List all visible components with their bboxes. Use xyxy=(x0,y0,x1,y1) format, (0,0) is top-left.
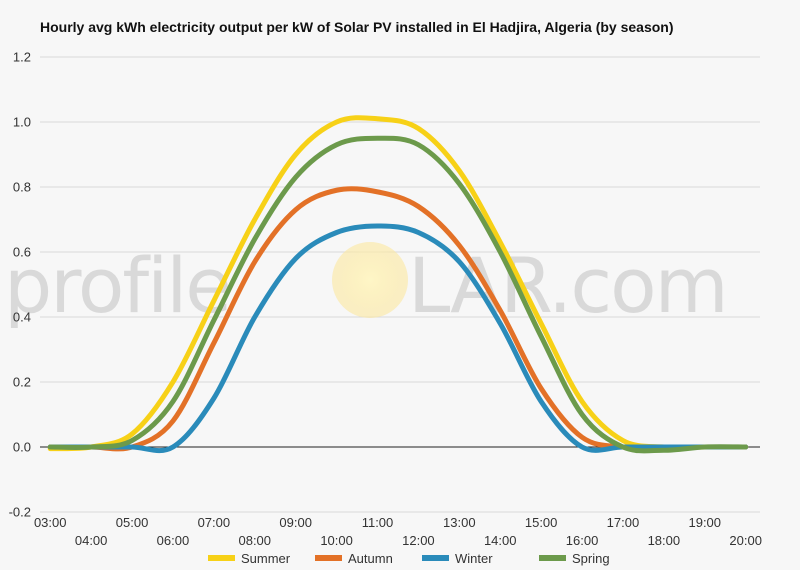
y-tick-label: 0.2 xyxy=(13,375,31,390)
x-tick-label: 11:00 xyxy=(362,515,394,530)
watermark-text-right: LAR.com xyxy=(408,241,727,330)
legend-swatch-summer xyxy=(208,555,235,561)
x-tick-label: 06:00 xyxy=(157,533,190,548)
series-lines xyxy=(47,115,749,454)
y-tick-label: 1.2 xyxy=(13,50,31,65)
legend-label-spring: Spring xyxy=(572,551,610,566)
watermark: profile LAR.com xyxy=(4,241,729,330)
x-tick-label: 17:00 xyxy=(607,515,640,530)
x-tick-label: 19:00 xyxy=(688,515,721,530)
legend-swatch-autumn xyxy=(315,555,342,561)
y-tick-label: 0.0 xyxy=(13,440,31,455)
y-tick-label: -0.2 xyxy=(9,505,31,520)
x-tick-label: 04:00 xyxy=(75,533,108,548)
x-tick-label: 13:00 xyxy=(443,515,476,530)
x-tick-label: 08:00 xyxy=(238,533,271,548)
x-tick-label: 10:00 xyxy=(320,533,353,548)
y-tick-label: 0.4 xyxy=(13,310,31,325)
watermark-text-left: profile xyxy=(4,241,230,330)
x-tick-label: 18:00 xyxy=(648,533,681,548)
legend-label-winter: Winter xyxy=(455,551,493,566)
y-tick-label: 1.0 xyxy=(13,115,31,130)
series-line-summer xyxy=(47,115,749,452)
legend-label-summer: Summer xyxy=(241,551,291,566)
x-tick-label: 12:00 xyxy=(402,533,435,548)
x-tick-label: 15:00 xyxy=(525,515,558,530)
x-tick-label: 16:00 xyxy=(566,533,599,548)
x-tick-label: 07:00 xyxy=(198,515,231,530)
x-tick-label: 03:00 xyxy=(34,515,67,530)
x-tick-label: 09:00 xyxy=(279,515,312,530)
x-axis-ticks: 03:00 04:00 05:00 06:00 07:00 08:00 09:00 10:00… xyxy=(34,515,762,548)
legend-swatch-winter xyxy=(422,555,449,561)
watermark-sun-icon xyxy=(332,242,408,318)
y-tick-label: 0.8 xyxy=(13,180,31,195)
legend-label-autumn: Autumn xyxy=(348,551,393,566)
legend-swatch-spring xyxy=(539,555,566,561)
x-tick-label: 20:00 xyxy=(729,533,762,548)
x-tick-label: 14:00 xyxy=(484,533,517,548)
chart-title: Hourly avg kWh electricity output per kW… xyxy=(40,19,674,35)
y-axis-ticks: 1.2 1.0 0.8 0.6 0.4 0.2 0.0 -0.2 xyxy=(9,50,31,520)
x-tick-label: 05:00 xyxy=(116,515,149,530)
legend: Summer Autumn Winter Spring xyxy=(208,551,610,566)
y-tick-label: 0.6 xyxy=(13,245,31,260)
series-line-spring xyxy=(47,135,749,454)
